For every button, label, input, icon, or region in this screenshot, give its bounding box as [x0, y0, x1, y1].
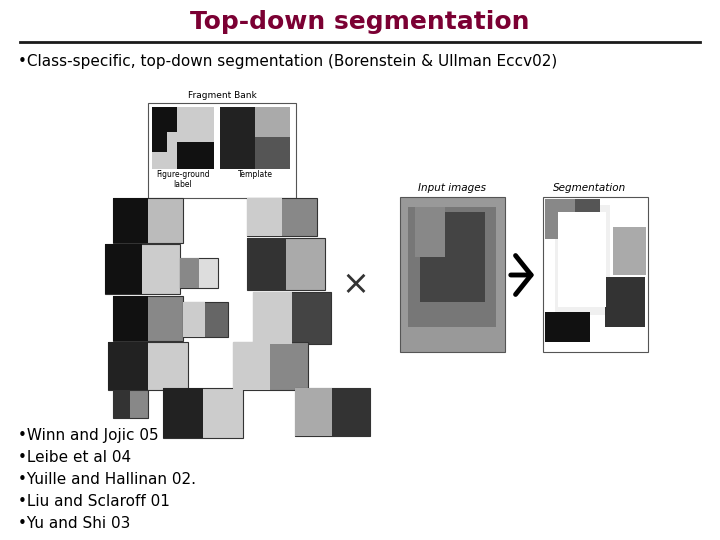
Text: •Leibe et al 04: •Leibe et al 04 — [18, 450, 131, 465]
Text: •Yuille and Hallinan 02.: •Yuille and Hallinan 02. — [18, 472, 196, 487]
Bar — [545, 312, 590, 342]
Bar — [183, 302, 205, 337]
Text: Figure-ground
label: Figure-ground label — [156, 170, 210, 190]
Bar — [255, 137, 290, 169]
Bar — [253, 292, 331, 344]
Text: •Class-specific, top-down segmentation (Borenstein & Ullman Eccv02): •Class-specific, top-down segmentation (… — [18, 54, 557, 69]
Bar — [555, 205, 610, 315]
Bar — [415, 207, 445, 257]
Bar — [113, 198, 183, 243]
Bar — [180, 258, 218, 288]
Bar — [420, 212, 485, 302]
Bar — [108, 342, 148, 390]
Bar — [113, 296, 148, 341]
Bar — [558, 212, 606, 307]
Bar — [105, 244, 142, 294]
Bar — [163, 388, 243, 438]
Bar — [233, 342, 270, 390]
Bar — [220, 107, 290, 169]
Text: Template: Template — [238, 170, 272, 179]
Bar — [152, 132, 167, 152]
Bar — [613, 227, 646, 275]
Bar — [183, 302, 228, 337]
Bar — [295, 388, 370, 436]
Bar — [247, 238, 286, 290]
Bar — [148, 103, 296, 198]
Text: Input images: Input images — [418, 183, 486, 193]
Bar — [605, 277, 645, 327]
Text: Fragment Bank: Fragment Bank — [188, 91, 256, 100]
Bar — [295, 388, 332, 436]
Bar — [152, 107, 214, 169]
Bar — [543, 197, 648, 352]
Bar — [247, 238, 325, 290]
Bar — [113, 390, 148, 418]
Bar — [247, 198, 282, 236]
Bar — [408, 207, 496, 327]
Bar — [220, 107, 255, 169]
Bar — [400, 197, 505, 352]
Bar — [545, 199, 575, 239]
Bar — [113, 198, 148, 243]
Text: •Winn and Jojic 05: •Winn and Jojic 05 — [18, 428, 158, 443]
Text: •Yu and Shi 03: •Yu and Shi 03 — [18, 516, 130, 531]
Text: •Liu and Sclaroff 01: •Liu and Sclaroff 01 — [18, 494, 170, 509]
Bar — [113, 390, 130, 418]
Bar — [108, 342, 188, 390]
Bar — [575, 199, 600, 219]
Bar — [177, 142, 214, 169]
Text: ×: × — [341, 268, 369, 301]
Bar — [113, 296, 183, 341]
Bar — [163, 388, 203, 438]
Bar — [105, 244, 180, 294]
Bar — [180, 258, 199, 288]
Text: Segmentation: Segmentation — [554, 183, 626, 193]
Bar — [152, 107, 177, 132]
Bar — [253, 292, 292, 344]
Bar — [247, 198, 317, 236]
Text: Top-down segmentation: Top-down segmentation — [190, 10, 530, 34]
Bar — [233, 342, 308, 390]
